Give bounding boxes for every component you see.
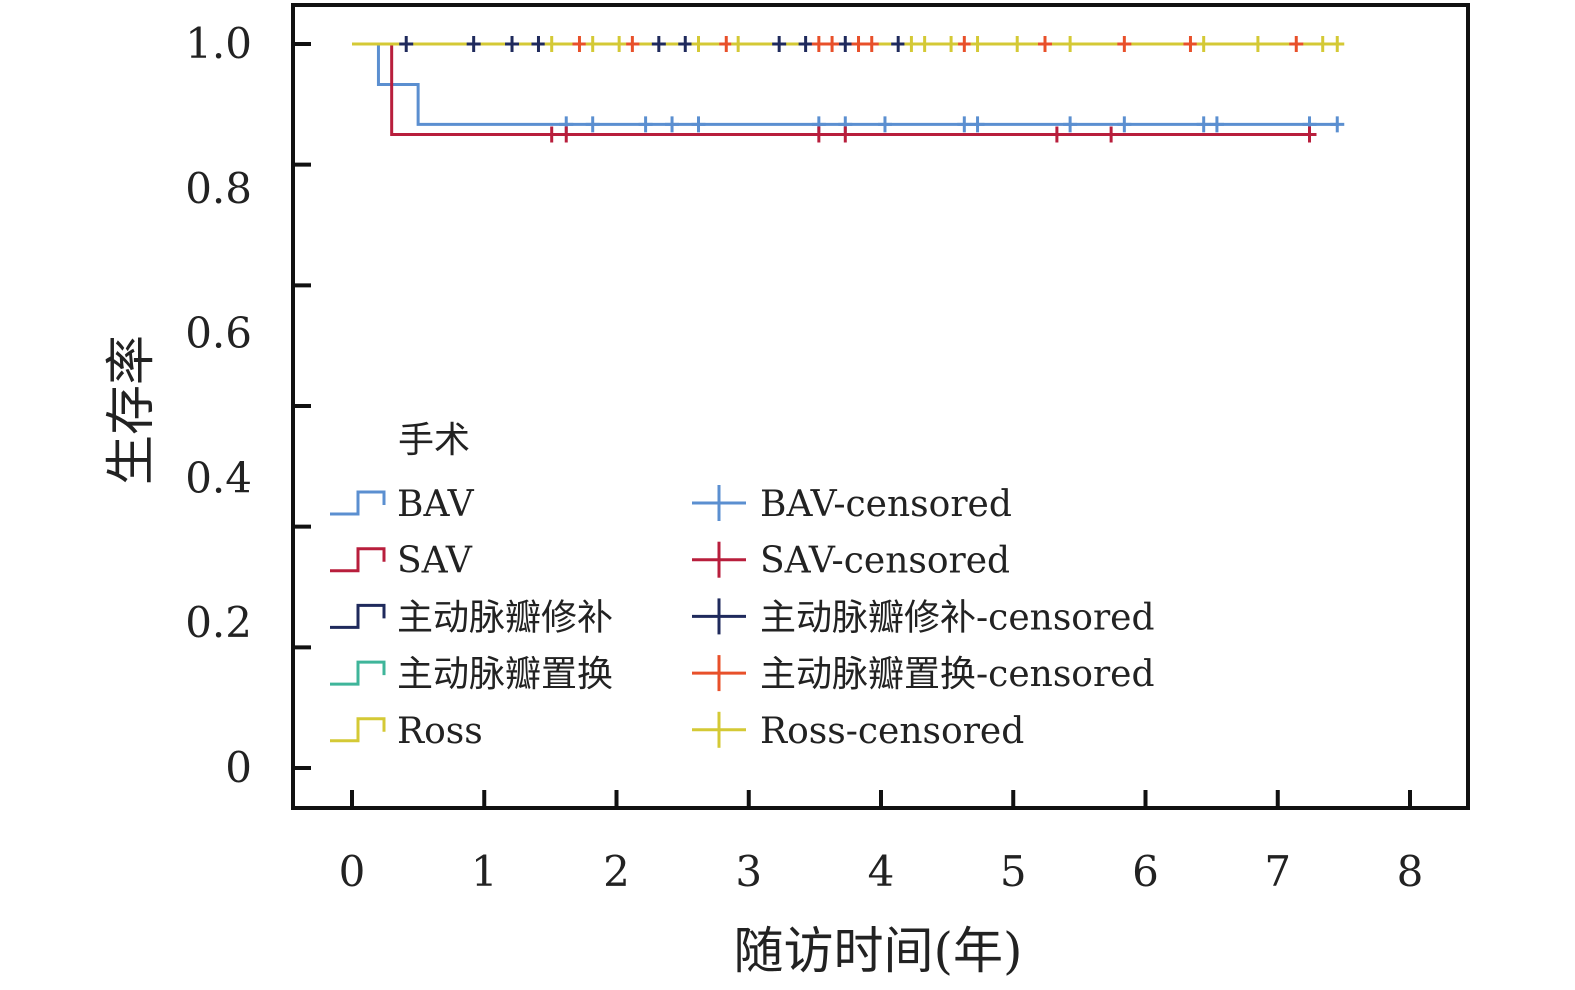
legend-line-symbol — [330, 717, 386, 743]
censor-mark — [678, 36, 693, 52]
censor-mark — [585, 36, 600, 52]
censor-mark — [838, 126, 853, 143]
censor-mark — [585, 116, 600, 133]
censor-mark — [811, 36, 826, 52]
censor-mark — [798, 36, 813, 52]
censor-mark — [1037, 36, 1052, 52]
y-tick-label: 0 — [225, 743, 252, 792]
censor-mark — [838, 36, 853, 52]
censor-mark — [1250, 36, 1265, 52]
censor-mark — [970, 116, 985, 133]
y-tick-label: 0.8 — [185, 164, 252, 213]
legend-label: BAV — [397, 484, 475, 525]
censor-mark — [970, 36, 985, 52]
y-tick-label: 0.2 — [185, 598, 252, 647]
censor-mark — [1330, 36, 1345, 52]
censor-mark — [1330, 116, 1345, 133]
legend-line-symbol — [330, 660, 386, 686]
censor-mark — [904, 36, 919, 52]
censor-mark — [665, 116, 680, 133]
censor-mark — [1196, 116, 1211, 133]
legend-label: 主动脉瓣修补 — [397, 597, 613, 638]
censor-mark — [1183, 36, 1198, 52]
censor-mark — [399, 36, 414, 52]
censor-mark — [811, 126, 826, 143]
censor-mark — [1104, 126, 1119, 143]
censor-mark — [864, 36, 879, 52]
censor-mark — [877, 116, 892, 133]
censor-mark — [625, 36, 640, 52]
censor-mark — [1049, 126, 1064, 143]
censor-mark — [1063, 36, 1078, 52]
legend-label: SAV — [397, 541, 473, 582]
censor-mark — [691, 36, 706, 52]
y-tick-label: 1.0 — [185, 19, 252, 68]
x-tick-label: 2 — [603, 847, 630, 896]
x-tick-label: 7 — [1264, 847, 1291, 896]
x-tick-label: 4 — [868, 847, 895, 896]
censor-mark — [917, 36, 932, 52]
x-tick-label: 3 — [735, 847, 762, 896]
x-tick-label: 8 — [1397, 847, 1424, 896]
censor-mark — [957, 36, 972, 52]
censor-mark — [1063, 116, 1078, 133]
censor-mark — [1117, 36, 1132, 52]
censor-mark — [1289, 36, 1304, 52]
censor-mark — [691, 116, 706, 133]
legend-censored-label: 主动脉瓣置换-censored — [760, 654, 1155, 695]
censor-mark — [572, 36, 587, 52]
censor-mark — [1302, 126, 1317, 143]
censor-mark — [1010, 36, 1025, 52]
censor-mark — [559, 126, 574, 143]
x-tick-label: 6 — [1132, 847, 1159, 896]
censor-mark — [957, 116, 972, 133]
legend-censored-label: 主动脉瓣修补-censored — [760, 597, 1155, 638]
legend-label: Ross — [397, 711, 483, 752]
censor-mark — [651, 36, 666, 52]
censor-mark — [466, 36, 481, 52]
censor-mark — [531, 36, 546, 52]
censor-mark — [544, 126, 559, 143]
censor-mark — [851, 36, 866, 52]
censor-mark — [825, 36, 840, 52]
censor-mark — [1209, 116, 1224, 133]
censor-mark — [638, 116, 653, 133]
legend-censored-label: Ross-censored — [760, 711, 1024, 752]
censor-mark — [944, 36, 959, 52]
x-axis-title: 随访时间(年) — [733, 922, 1022, 980]
legend-censored-label: SAV-censored — [760, 541, 1010, 582]
survival-curve-1 — [352, 42, 1311, 136]
legend: 手术 BAV BAV-censoredSAV SAV-censored主动脉瓣修补主… — [330, 420, 1155, 752]
censor-mark — [1117, 116, 1132, 133]
censor-mark — [772, 36, 787, 52]
x-tick-label: 1 — [471, 847, 498, 896]
x-tick-label: 5 — [1000, 847, 1027, 896]
censor-mark — [544, 36, 559, 52]
y-tick-label: 0.4 — [185, 453, 252, 502]
censor-mark — [1196, 36, 1211, 52]
legend-censored-label: BAV-censored — [760, 484, 1012, 525]
legend-title: 手术 — [398, 420, 470, 461]
y-axis: 0 0.2 0.4 0.6 0.8 1.0 — [185, 19, 311, 792]
legend-line-symbol — [330, 490, 386, 516]
legend-line-symbol — [330, 603, 386, 629]
survival-curve-0 — [352, 42, 1338, 126]
x-axis: 0 1 2 3 4 5 6 7 8 — [339, 790, 1424, 896]
legend-label: 主动脉瓣置换 — [397, 654, 613, 695]
legend-line-symbol — [330, 547, 386, 573]
y-tick-label: 0.6 — [185, 309, 252, 358]
censor-mark — [731, 36, 746, 52]
censor-mark — [719, 36, 734, 52]
censor-mark — [1315, 36, 1330, 52]
plot-series — [352, 36, 1345, 143]
x-tick-label: 0 — [339, 847, 366, 896]
y-axis-title: 生存率 — [102, 335, 160, 485]
censor-mark — [891, 36, 906, 52]
censor-mark — [612, 36, 627, 52]
censor-mark — [505, 36, 520, 52]
